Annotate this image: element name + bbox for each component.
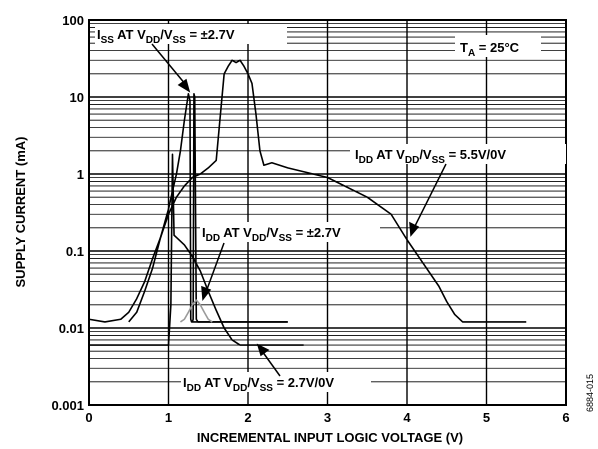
idd55-arrowhead <box>409 221 420 237</box>
iddpm-label: IDD AT VDD/VSS = ±2.7V <box>202 225 341 244</box>
idd27-arrow <box>261 350 281 377</box>
idd55-label-bg <box>350 144 566 164</box>
y-tick-label: 0.01 <box>59 321 84 336</box>
figure-id: 6884-015 <box>585 374 595 412</box>
idd27-arrowhead <box>256 343 270 357</box>
iss-arrowhead <box>177 78 191 93</box>
x-tick-labels: 0 1 2 3 4 5 6 <box>85 410 569 425</box>
y-tick-label: 10 <box>70 90 84 105</box>
idd55-label: IDD AT VDD/VSS = 5.5V/0V <box>355 147 506 166</box>
x-tick-label: 4 <box>403 410 411 425</box>
grid-lines <box>89 20 566 405</box>
idd55-arrow <box>413 163 447 229</box>
idd27-label-bg <box>181 372 371 392</box>
series-line-5 <box>179 299 213 323</box>
x-tick-label: 6 <box>562 410 569 425</box>
data-series <box>88 59 527 346</box>
x-tick-label: 5 <box>483 410 490 425</box>
iss-arrow <box>151 43 187 86</box>
series-line-4 <box>191 93 288 323</box>
y-tick-label: 0.1 <box>66 244 84 259</box>
y-tick-label: 100 <box>62 13 84 28</box>
x-tick-label: 3 <box>324 410 331 425</box>
series-line-3 <box>128 93 288 323</box>
plot-frame <box>88 19 567 406</box>
iss-label: ISS AT VDD/VSS = ±2.7V <box>97 27 235 46</box>
y-tick-labels: 0.001 0.01 0.1 1 10 100 <box>51 13 84 413</box>
iddpm-arrow <box>205 242 225 293</box>
x-axis-label: INCREMENTAL INPUT LOGIC VOLTAGE (V) <box>197 430 463 445</box>
x-tick-label: 2 <box>244 410 251 425</box>
iss-label-bg <box>95 24 287 44</box>
x-tick-label: 1 <box>165 410 172 425</box>
annotation-arrows <box>151 43 447 377</box>
idd27-label: IDD AT VDD/VSS = 2.7V/0V <box>183 375 334 394</box>
series-line-1 <box>88 59 527 323</box>
x-tick-label: 0 <box>85 410 92 425</box>
series-line-2 <box>89 153 304 346</box>
y-tick-label: 0.001 <box>51 398 84 413</box>
y-tick-label: 1 <box>77 167 84 182</box>
iddpm-label-bg <box>200 222 380 242</box>
ta-label: TA = 25°C <box>460 40 520 59</box>
y-axis-label: SUPPLY CURRENT (mA) <box>13 137 28 288</box>
iddpm-arrowhead <box>201 285 212 301</box>
ta-label-bg <box>455 35 541 57</box>
